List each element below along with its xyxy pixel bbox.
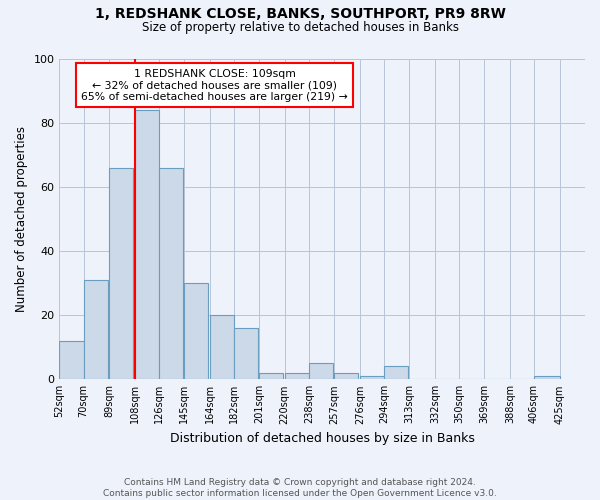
Bar [184, 283, 208, 380]
Bar [158, 168, 183, 380]
Bar [109, 168, 133, 380]
Y-axis label: Number of detached properties: Number of detached properties [15, 126, 28, 312]
Bar [234, 328, 258, 380]
Bar [384, 366, 408, 380]
Text: 1, REDSHANK CLOSE, BANKS, SOUTHPORT, PR9 8RW: 1, REDSHANK CLOSE, BANKS, SOUTHPORT, PR9… [95, 8, 505, 22]
Bar [259, 373, 283, 380]
Bar [134, 110, 158, 380]
Bar [309, 364, 333, 380]
Bar [360, 376, 384, 380]
Text: 1 REDSHANK CLOSE: 109sqm
← 32% of detached houses are smaller (109)
65% of semi-: 1 REDSHANK CLOSE: 109sqm ← 32% of detach… [81, 68, 348, 102]
Text: Size of property relative to detached houses in Banks: Size of property relative to detached ho… [142, 21, 458, 34]
X-axis label: Distribution of detached houses by size in Banks: Distribution of detached houses by size … [170, 432, 475, 445]
Bar [59, 341, 83, 380]
Bar [284, 373, 309, 380]
Bar [334, 373, 358, 380]
Bar [209, 315, 234, 380]
Text: Contains HM Land Registry data © Crown copyright and database right 2024.
Contai: Contains HM Land Registry data © Crown c… [103, 478, 497, 498]
Bar [534, 376, 560, 380]
Bar [83, 280, 107, 380]
